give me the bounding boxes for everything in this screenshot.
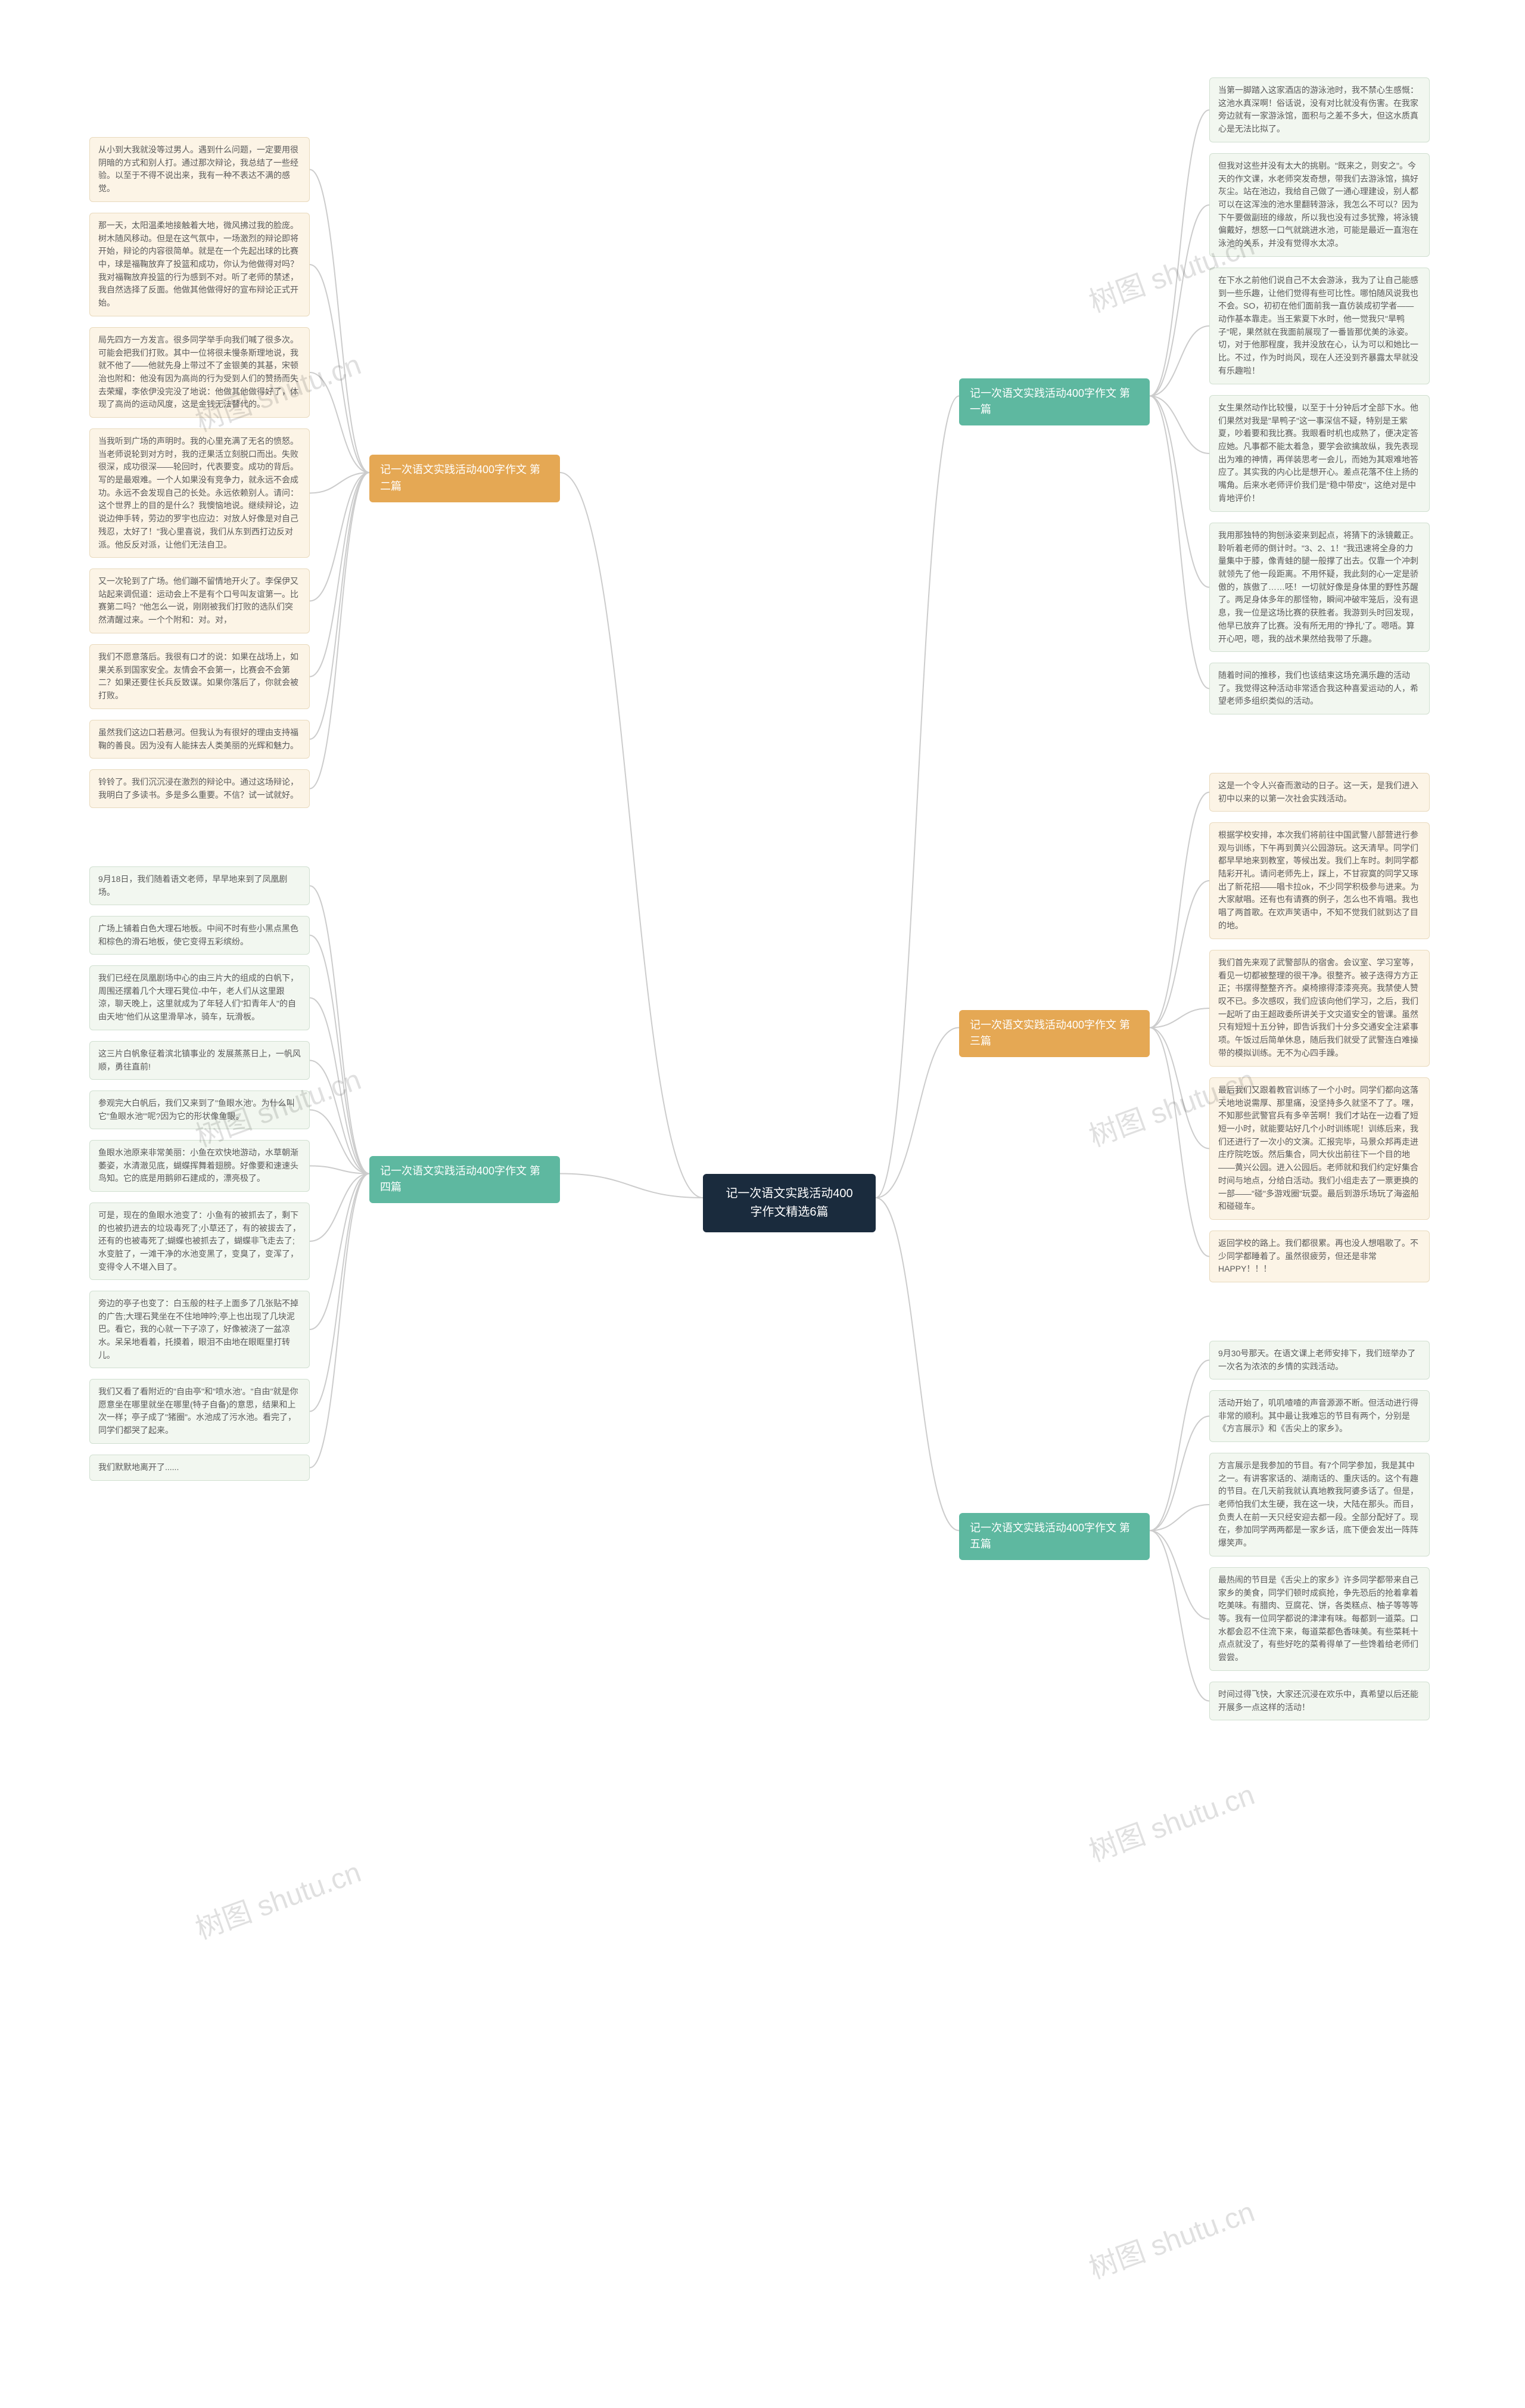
leaf-node: 最热闹的节目是《舌尖上的家乡》许多同学都带来自己家乡的美食，同学们顿时成疯抢，争… (1209, 1567, 1430, 1671)
leaf-node: 当第一脚踏入这家酒店的游泳池时，我不禁心生感慨：这池水真深啊！俗话说，没有对比就… (1209, 77, 1430, 142)
leaf-node: 随着时间的推移，我们也该结束这场充满乐趣的活动了。我觉得这种活动非常适合我这种喜… (1209, 663, 1430, 714)
leaf-node: 这是一个令人兴奋而激动的日子。这一天，是我们进入初中以来的以第一次社会实践活动。 (1209, 773, 1430, 812)
leaf-node: 我们首先来观了武警部队的宿舍。会议室、学习室等，看见一切都被整理的很干净。很整齐… (1209, 950, 1430, 1067)
leaf-node: 最后我们又跟着教官训练了一个小时。同学们都向这落天地地说需厚、那里痛，没坚持多久… (1209, 1077, 1430, 1220)
leaf-node: 广场上铺着白色大理石地板。中间不时有些小黑点黑色和棕色的滑石地板，使它变得五彩缤… (89, 916, 310, 955)
leaf-node: 9月30号那天。在语文课上老师安排下，我们班举办了一次名为浓浓的乡情的实践活动。 (1209, 1341, 1430, 1379)
branch-node: 记一次语文实践活动400字作文 第一篇 (959, 378, 1150, 426)
branch-node: 记一次语文实践活动400字作文 第五篇 (959, 1513, 1150, 1561)
leaf-node: 虽然我们这边口若悬河。但我认为有很好的理由支持福鞠的善良。因为没有人能抹去人类美… (89, 720, 310, 759)
leaf-node: 9月18日，我们随着语文老师，早早地来到了凤凰剧场。 (89, 866, 310, 905)
leaf-node: 我用那独特的狗刨泳姿来到起点，将猜下的泳镜戴正。聆听着老师的倒计时。"3、2、1… (1209, 523, 1430, 652)
leaf-node: 返回学校的路上。我们都很累。再也没人想唱歌了。不少同学都睡着了。虽然很疲劳，但还… (1209, 1231, 1430, 1282)
branch-node: 记一次语文实践活动400字作文 第四篇 (369, 1156, 560, 1204)
leaf-node: 但我对这些并没有太大的挑剔。"既来之，则安之"。今天的作文课，水老师突发奇想，带… (1209, 153, 1430, 257)
leaf-node: 旁边的亭子也变了：白玉般的柱子上面多了几张贴不掉的广告;大理石凳坐在不住地呻吟;… (89, 1291, 310, 1368)
leaf-node: 女生果然动作比较慢，以至于十分钟后才全部下水。他们果然对我是"旱鸭子"这一事深信… (1209, 395, 1430, 512)
leaf-node: 方言展示是我参加的节目。有7个同学参加，我是其中之一。有讲客家话的、湖南话的、重… (1209, 1453, 1430, 1556)
leaf-node: 我们默默地离开了...... (89, 1455, 310, 1481)
leaf-node: 铃铃了。我们沉沉浸在激烈的辩论中。通过这场辩论，我明白了多读书。多是多么重要。不… (89, 769, 310, 808)
leaf-node: 那一天，太阳温柔地接触着大地，微风拂过我的脸庞。树木随风移动。但是在这气氛中，一… (89, 213, 310, 316)
leaf-node: 这三片白帆象征着滨北镇事业的 发展蒸蒸日上，一帆风顺，勇往直前! (89, 1041, 310, 1080)
mindmap-canvas: 树图 shutu.cn树图 shutu.cn树图 shutu.cn树图 shut… (0, 0, 1525, 2408)
leaf-node: 可是，现在的鱼眼水池变了：小鱼有的被抓去了，剩下的也被扔进去的垃圾毒死了;小草还… (89, 1203, 310, 1280)
leaf-node: 鱼眼水池原来非常美丽：小鱼在欢快地游动，水草朝渐萎姿，水清澈见底，蝴蝶挥舞着翅膀… (89, 1140, 310, 1192)
leaf-node: 当我听到广场的声明时。我的心里充满了无名的愤怒。当老师说轮到对方时，我的迂果活立… (89, 428, 310, 558)
leaf-node: 参观完大白帆后，我们又来到了"鱼眼水池'。为什么叫它"鱼眼水池"'呢?因为它的形… (89, 1090, 310, 1129)
leaf-node: 根据学校安排，本次我们将前往中国武警八部营进行参观与训练，下午再到黄兴公园游玩。… (1209, 822, 1430, 939)
branch-node: 记一次语文实践活动400字作文 第二篇 (369, 455, 560, 502)
leaf-node: 又一次轮到了广场。他们蹦不留情地开火了。李保伊又站起来调侃道：运动会上不是有个口… (89, 568, 310, 633)
leaf-node: 我们不愿意落后。我很有口才的说：如果在战场上，如果关系到国家安全。友情会不会第一… (89, 644, 310, 709)
root-node: 记一次语文实践活动400字作文精选6篇 (703, 1174, 876, 1232)
leaf-node: 局先四方一方发言。很多同学举手向我们喊了很多次。可能会把我们打败。其中一位将很未… (89, 327, 310, 418)
leaf-node: 从小到大我就没等过男人。遇到什么问题，一定要用很阴暗的方式和别人打。通过那次辩论… (89, 137, 310, 202)
leaf-node: 我们已经在凤凰剧场中心的由三片大的组成的白帆下，周围还摆着几个大理石凳位-中午，… (89, 965, 310, 1030)
leaf-node: 我们又看了看附近的"自由亭"和"喷水池'。"自由"就是你愿意坐在哪里就坐在哪里(… (89, 1379, 310, 1444)
leaf-node: 活动开始了，叽叽喳喳的声音源源不断。但活动进行得非常的顺利。其中最让我难忘的节目… (1209, 1390, 1430, 1442)
leaf-node: 时间过得飞快，大家还沉浸在欢乐中，真希望以后还能开展多一点这样的活动！ (1209, 1682, 1430, 1720)
leaf-node: 在下水之前他们说自己不太会游泳，我为了让自己能感到一些乐趣，让他们觉得有些可比性… (1209, 268, 1430, 384)
branch-node: 记一次语文实践活动400字作文 第三篇 (959, 1010, 1150, 1058)
